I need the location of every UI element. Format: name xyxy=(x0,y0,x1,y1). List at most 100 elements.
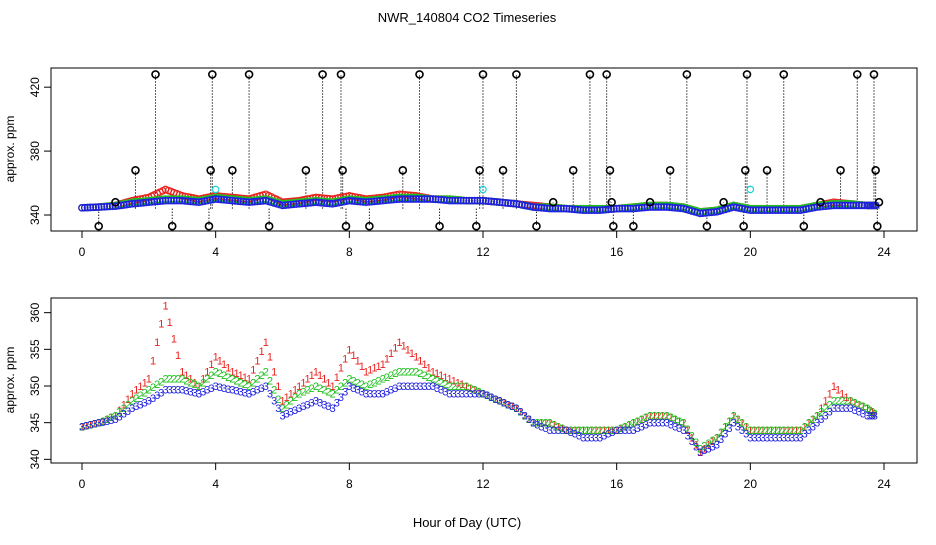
series-blue-point xyxy=(86,203,95,212)
series-1-point: 1 xyxy=(83,420,89,432)
series-1-point: 1 xyxy=(371,363,377,375)
series-blue-point xyxy=(568,205,576,213)
series-2-point: 2 xyxy=(79,421,85,433)
series-3-point: 3 xyxy=(188,387,194,399)
series-blue-point xyxy=(189,197,198,206)
series-blue-point xyxy=(830,201,838,210)
series-1-point: 1 xyxy=(447,374,453,386)
series-3-point: 3 xyxy=(722,429,728,441)
series-blue-point xyxy=(479,196,487,205)
series-3-point: 3 xyxy=(271,396,277,408)
series-1-point: 1 xyxy=(714,432,720,444)
series-3-point: 3 xyxy=(706,443,712,455)
series-blue-point xyxy=(178,196,187,205)
series-1-point: 1 xyxy=(459,379,465,391)
series-blue-point xyxy=(735,204,743,212)
series-3-point: 3 xyxy=(451,388,457,400)
series-3-point: 3 xyxy=(647,418,653,430)
x-tick-label: 24 xyxy=(877,477,891,491)
plot-area: 1111111111111111111111111111111111111111… xyxy=(79,300,878,459)
series-2-point: 2 xyxy=(509,401,515,413)
series-2-point: 2 xyxy=(480,388,486,400)
outlier-point xyxy=(301,165,311,175)
series-2-point: 2 xyxy=(317,383,323,395)
series-2-point: 2 xyxy=(133,393,139,405)
series-1-point: 1 xyxy=(254,355,260,367)
series-2-point: 2 xyxy=(284,399,290,411)
series-2-point: 2 xyxy=(768,425,774,437)
series-2-point: 2 xyxy=(852,398,858,410)
series-blue-point xyxy=(298,199,306,208)
series-2-point: 2 xyxy=(309,383,315,395)
outlier-point xyxy=(244,70,254,79)
outlier-point xyxy=(415,70,424,79)
series-3-point: 3 xyxy=(559,425,565,437)
series-2-point: 2 xyxy=(259,370,265,382)
series-blue-point xyxy=(534,203,543,212)
series-3-point: 3 xyxy=(342,387,348,399)
series-blue-point xyxy=(604,205,613,214)
series-1-point: 1 xyxy=(764,425,770,437)
series-blue-point xyxy=(632,204,640,213)
series-blue-point xyxy=(442,196,451,205)
series-2-point: 2 xyxy=(246,381,252,393)
series-1-point: 1 xyxy=(300,377,306,389)
plot-area xyxy=(78,70,884,231)
outlier-point xyxy=(204,221,214,231)
series-blue-point xyxy=(696,209,705,218)
series-3-point: 3 xyxy=(463,388,469,400)
series-2-point: 2 xyxy=(639,414,645,426)
series-3-point: 3 xyxy=(242,387,248,399)
series-3-point: 3 xyxy=(626,425,632,437)
series-blue-point xyxy=(857,201,866,210)
series-1-point: 1 xyxy=(768,425,774,437)
series-1-point: 1 xyxy=(843,392,849,404)
series-2-point: 2 xyxy=(710,435,716,447)
series-blue-point xyxy=(749,206,757,215)
series-blue-point xyxy=(654,203,663,211)
series-2-point: 2 xyxy=(513,403,519,415)
outlier-point xyxy=(365,221,374,231)
series-2-point: 2 xyxy=(680,418,686,430)
series-blue-point xyxy=(621,204,629,213)
series-3-point: 3 xyxy=(530,418,536,430)
series-blue-point xyxy=(376,197,384,205)
series-3-point: 3 xyxy=(438,385,444,397)
series-1-point: 1 xyxy=(643,412,649,424)
series-3-point: 3 xyxy=(680,425,686,437)
series-3-point: 3 xyxy=(100,417,106,429)
outlier-point xyxy=(873,221,882,231)
series-3-point: 3 xyxy=(200,387,206,399)
series-2-point: 2 xyxy=(538,418,544,430)
series-3-point: 3 xyxy=(405,381,411,393)
series-blue-point xyxy=(236,197,245,206)
series-blue-point xyxy=(242,198,251,206)
series-blue-point xyxy=(507,199,515,208)
series-1-point: 1 xyxy=(388,348,394,360)
outlier-point xyxy=(585,70,595,79)
outlier-point xyxy=(609,221,618,231)
series-2-point: 2 xyxy=(434,376,440,388)
series-2-point: 2 xyxy=(334,385,340,397)
series-2-point: 2 xyxy=(555,421,561,433)
series-3-point: 3 xyxy=(802,429,808,441)
series-blue-point xyxy=(582,206,590,215)
series-blue-point xyxy=(153,197,161,206)
series-1-point: 1 xyxy=(213,352,219,364)
series-2-point: 2 xyxy=(459,381,465,393)
series-blue-point xyxy=(657,203,666,211)
outlier-point xyxy=(762,165,772,175)
series-3-point: 3 xyxy=(317,398,323,410)
series-1-point: 1 xyxy=(359,361,365,373)
series-blue-point xyxy=(710,208,718,216)
series-2-point: 2 xyxy=(476,387,482,399)
bottom-panel: approx. ppm 0 4 8 12 16 20 24 340345350355360 … xyxy=(3,297,918,491)
series-blue-point xyxy=(791,206,799,215)
series-3-point: 3 xyxy=(555,425,561,437)
series-3-point: 3 xyxy=(547,425,553,437)
series-1-point: 1 xyxy=(492,394,498,406)
series-1-point: 1 xyxy=(772,425,778,437)
series-3-point: 3 xyxy=(179,385,185,397)
series-2-point: 2 xyxy=(543,418,549,430)
outlier-point xyxy=(435,221,444,231)
